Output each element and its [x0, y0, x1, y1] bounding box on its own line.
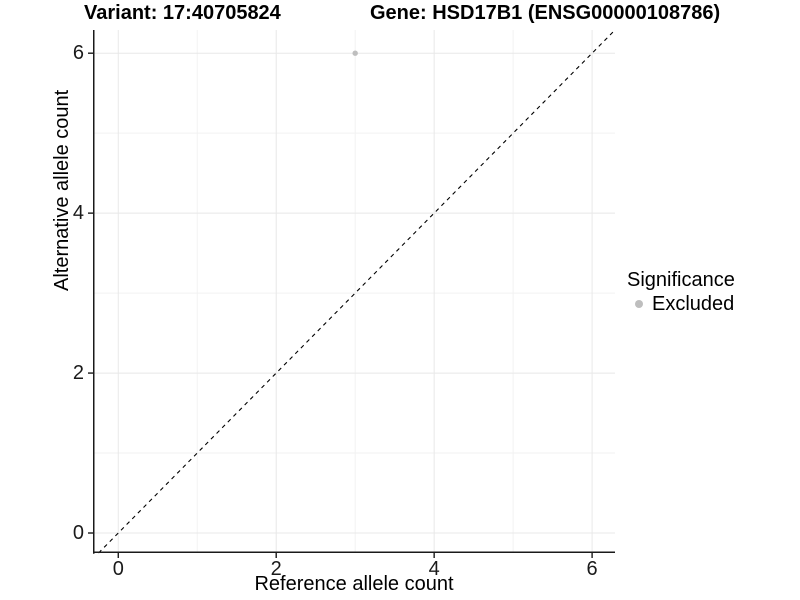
legend-entry-label: Excluded — [652, 293, 735, 315]
plot-title-gene: Gene: HSD17B1 (ENSG00000108786) — [370, 2, 721, 24]
plot-panel — [88, 29, 616, 558]
data-point — [352, 50, 358, 56]
x-axis-title: Reference allele count — [254, 573, 454, 595]
plot-title-variant: Variant: 17:40705824 — [84, 2, 281, 24]
legend-title: Significance — [627, 269, 735, 291]
legend: Significance Excluded — [627, 269, 735, 315]
x-tick-label: 4 — [428, 558, 440, 580]
plot-canvas — [88, 29, 616, 558]
identity-reference-line — [98, 29, 616, 554]
x-tick-label: 6 — [586, 558, 598, 580]
y-tick-label: 6 — [72, 42, 84, 65]
legend-point-icon — [635, 300, 643, 308]
x-tick-label: 0 — [112, 558, 124, 580]
x-tick-label: 2 — [270, 558, 282, 580]
y-tick-label: 4 — [72, 202, 84, 225]
legend-entry-excluded: Excluded — [627, 293, 735, 315]
y-tick-label: 0 — [72, 522, 84, 544]
y-tick-label: 2 — [72, 362, 84, 385]
